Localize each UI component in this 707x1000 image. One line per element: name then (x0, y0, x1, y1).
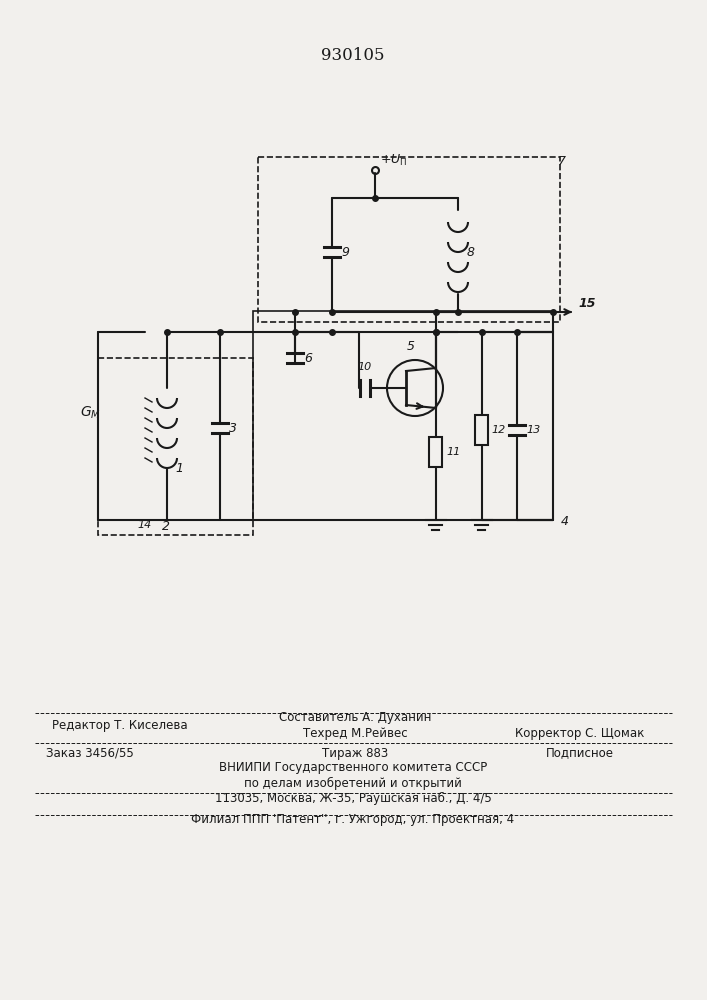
Text: 930105: 930105 (321, 46, 385, 64)
Text: Корректор С. Щомак: Корректор С. Щомак (515, 726, 645, 740)
Text: 10: 10 (357, 362, 371, 372)
Text: $+U_{\Pi}$: $+U_{\Pi}$ (380, 153, 407, 168)
Text: Техред М.Рейвес: Техред М.Рейвес (303, 726, 407, 740)
Bar (258, 157, 560, 322)
Bar (253, 311, 553, 520)
Text: 1: 1 (175, 462, 183, 475)
Text: Тираж 883: Тираж 883 (322, 746, 388, 760)
Text: 11: 11 (446, 447, 460, 457)
Text: 2: 2 (162, 520, 170, 533)
Text: 13: 13 (526, 425, 540, 435)
Text: Филиал ППП 'Патент'', г. Ужгород, ул. Проектная, 4: Филиал ППП 'Патент'', г. Ужгород, ул. Пр… (192, 814, 515, 826)
Text: Составитель А. Духанин: Составитель А. Духанин (279, 712, 431, 724)
Text: 113035, Москва, Ж-35, Раушская наб., Д. 4/5: 113035, Москва, Ж-35, Раушская наб., Д. … (215, 791, 491, 805)
Bar (476, 415, 489, 445)
Text: 15: 15 (578, 297, 595, 310)
Text: Заказ 3456/55: Заказ 3456/55 (46, 746, 134, 760)
Text: Редактор Т. Киселева: Редактор Т. Киселева (52, 720, 188, 732)
Text: 7: 7 (558, 155, 566, 168)
Text: $G_M$: $G_M$ (80, 405, 101, 421)
Text: Подписное: Подписное (546, 746, 614, 760)
Bar (98, 358, 253, 535)
Text: по делам изобретений и открытий: по делам изобретений и открытий (244, 776, 462, 790)
Text: 5: 5 (407, 340, 415, 353)
Text: 14: 14 (137, 520, 151, 530)
Text: 6: 6 (304, 352, 312, 364)
Text: 4: 4 (561, 515, 569, 528)
Text: ВНИИПИ Государственного комитета СССР: ВНИИПИ Государственного комитета СССР (219, 762, 487, 774)
Bar (429, 437, 443, 467)
Text: 9: 9 (341, 245, 349, 258)
Text: 8: 8 (467, 245, 475, 258)
Text: 12: 12 (491, 425, 506, 435)
Text: 3: 3 (229, 422, 237, 434)
